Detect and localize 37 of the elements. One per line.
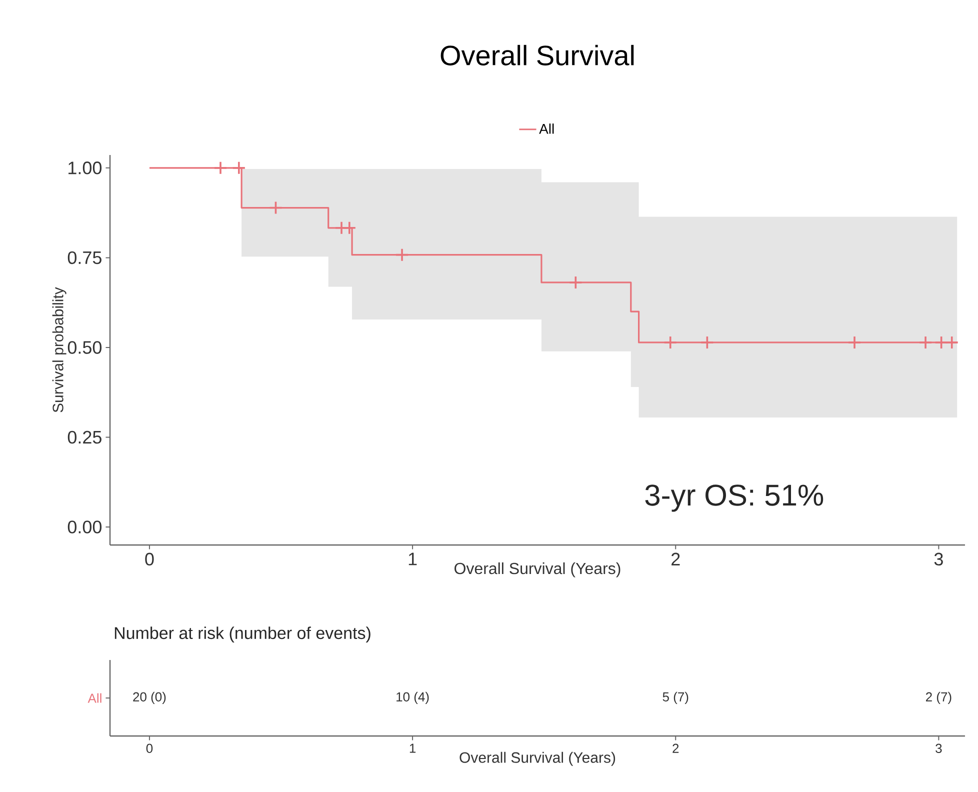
- x-tick-label: 0: [145, 552, 154, 566]
- y-axis-title: Survival probability: [52, 287, 66, 412]
- x-tick-label: 1: [410, 744, 416, 753]
- x-tick-label: 3: [934, 552, 943, 566]
- x-tick-label: 0: [146, 744, 153, 753]
- y-tick-label: 0.25: [68, 430, 102, 444]
- point: [268, 200, 283, 215]
- x-tick-label: 1: [408, 552, 417, 566]
- y-tick-label: 1.00: [68, 162, 102, 174]
- point: [663, 336, 678, 350]
- point: [214, 161, 228, 175]
- point: [232, 161, 246, 175]
- point: [395, 248, 409, 262]
- y-tick-label: 0.75: [68, 251, 102, 264]
- point: [568, 276, 583, 290]
- legend-label: All: [539, 124, 554, 134]
- chart-title: Number at risk (number of events): [114, 626, 370, 642]
- y-tick-label: 0.50: [68, 341, 102, 354]
- annotation: 3-yr OS: 51%: [645, 484, 824, 512]
- y-tick-label: All: [88, 693, 102, 703]
- point: [944, 336, 959, 350]
- point: [342, 220, 356, 235]
- x-tick-label: 3: [936, 744, 942, 753]
- point: [848, 336, 862, 350]
- text: 10 (4): [396, 692, 429, 704]
- x-axis-title: Overall Survival (Years): [460, 752, 616, 766]
- chart-title: Overall Survival: [440, 44, 634, 66]
- point: [934, 336, 948, 350]
- x-axis-title: Overall Survival (Years): [454, 562, 620, 578]
- y-tick-label: 0.00: [68, 520, 102, 534]
- point: [918, 336, 932, 350]
- x-tick-label: 2: [672, 744, 679, 753]
- x-tick-label: 2: [672, 552, 680, 566]
- text: 5 (7): [662, 692, 688, 704]
- text: 2 (7): [926, 692, 952, 704]
- point: [700, 336, 714, 350]
- text: 20 (0): [133, 692, 166, 704]
